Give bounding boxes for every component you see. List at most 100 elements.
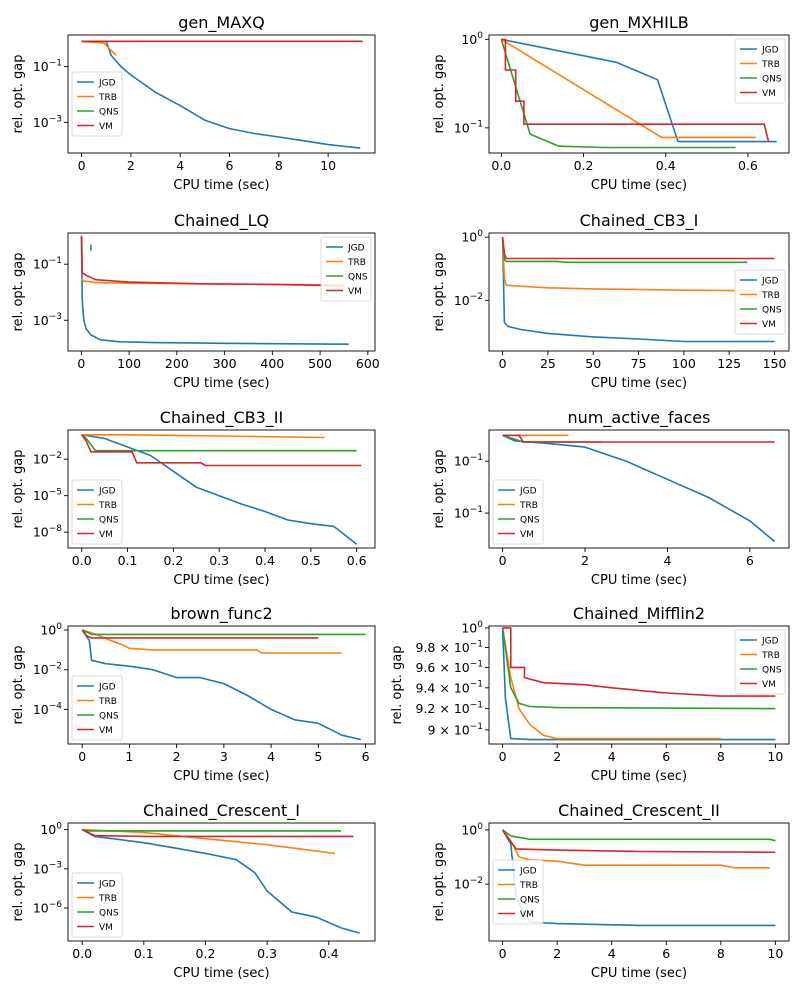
x-tick-label: 8	[717, 749, 725, 764]
x-tick-label: 4	[267, 749, 275, 764]
x-tick-label: 25	[540, 356, 556, 371]
subplot-title: Chained_Crescent_II	[558, 801, 720, 821]
subplot-2: gen_MXHILB 0.0 0.2 0.4 0.6 100 10−1 CPU time (s…	[432, 13, 790, 193]
y-tick-label: 100	[40, 622, 62, 638]
y-tick-label: 10−2	[454, 292, 483, 308]
x-tick-label: 0	[499, 553, 507, 568]
series-group	[501, 627, 776, 741]
series-group	[501, 237, 775, 343]
x-tick-label: 2	[553, 946, 561, 961]
legend-label: QNS	[99, 712, 119, 722]
axes-frame	[488, 232, 790, 352]
x-axis-label: CPU time (sec)	[173, 178, 269, 193]
x-tick-label: 4	[608, 946, 616, 961]
legend-label: TRB	[347, 258, 366, 268]
y-axis-label: rel. opt. gap	[11, 843, 26, 922]
y-axis-label: rel. opt. gap	[432, 843, 447, 922]
series-line-jgd	[501, 627, 776, 741]
legend-label: JGD	[519, 487, 537, 497]
series-group	[501, 829, 776, 927]
x-tick-label: 200	[165, 356, 189, 371]
subplot-10: Chained_Crescent_II 0 2 4 6 8 10 100 10−2 CPU tim…	[432, 801, 790, 981]
legend-label: VM	[99, 726, 113, 736]
series-line-qns	[501, 627, 776, 710]
y-tick-label: 10−2	[33, 662, 62, 678]
legend-label: JGD	[761, 46, 779, 56]
y-axis-label: rel. opt. gap	[390, 646, 405, 725]
y-tick-label: 9.4 × 10−1	[416, 680, 484, 696]
x-tick-label: 3	[220, 749, 228, 764]
legend-frame	[320, 236, 372, 302]
y-tick-label: 10−6	[33, 900, 62, 916]
x-tick-label: 0.2	[196, 946, 216, 961]
series-line-jgd	[81, 828, 360, 934]
x-tick-label: 4	[176, 158, 184, 173]
legend-label: JGD	[98, 683, 116, 693]
legend-label: TRB	[98, 697, 117, 707]
x-tick-label: 1	[125, 749, 133, 764]
x-tick-label: 100	[117, 356, 141, 371]
x-tick-label: 50	[585, 356, 601, 371]
x-tick-label: 100	[672, 356, 696, 371]
series-line-vm	[501, 237, 775, 260]
legend-label: QNS	[99, 108, 119, 118]
series-group	[500, 38, 777, 149]
series-line-jgd	[501, 829, 776, 927]
axes-frame	[67, 822, 376, 942]
legend-label: QNS	[99, 516, 119, 526]
legend-label: QNS	[762, 666, 782, 676]
legend-label: VM	[762, 680, 776, 690]
series-group	[81, 629, 366, 741]
series-line-jgd	[81, 40, 361, 149]
legend: JGD TRB QNS VM	[734, 629, 786, 695]
x-tick-label: 500	[308, 356, 332, 371]
x-tick-label: 0.0	[72, 553, 92, 568]
series-line-vm	[81, 434, 362, 467]
axes-frame	[67, 34, 376, 154]
y-axis-label: rel. opt. gap	[432, 55, 447, 134]
x-axis-label: CPU time (sec)	[173, 966, 269, 981]
x-tick-label: 0.2	[574, 158, 594, 173]
series-line-vm	[502, 434, 775, 443]
subplot-9: Chained_Crescent_I 0.0 0.1 0.2 0.3 0.4 100 10−3…	[11, 801, 376, 981]
series-line-vm	[502, 627, 776, 697]
x-tick-label: 4	[663, 553, 671, 568]
y-tick-label: 10−1	[454, 120, 483, 136]
y-tick-label: 10−1	[33, 256, 62, 272]
y-tick-label: 100	[461, 620, 483, 636]
axes-frame	[67, 429, 376, 549]
legend-label: JGD	[98, 880, 116, 890]
x-axis-label: CPU time (sec)	[591, 376, 687, 391]
axes-frame	[488, 429, 790, 549]
series-line-jgd	[80, 236, 349, 345]
series-line-jgd	[501, 38, 777, 143]
x-tick-label: 2	[581, 553, 589, 568]
series-line-vm	[501, 38, 770, 142]
y-axis-label: rel. opt. gap	[11, 646, 26, 725]
x-tick-label: 0.4	[319, 946, 339, 961]
x-axis-label: CPU time (sec)	[591, 769, 687, 784]
y-tick-label: 10−3	[33, 312, 62, 328]
series-group	[81, 828, 360, 934]
x-axis-label: CPU time (sec)	[173, 376, 269, 391]
subplot-5: Chained_CB3_II 0.0 0.1 0.2 0.3 0.4 0.5 0.6 10−2 1…	[11, 408, 376, 588]
x-tick-label: 10	[767, 946, 783, 961]
x-tick-label: 10	[320, 158, 336, 173]
x-tick-label: 0.5	[301, 553, 321, 568]
x-tick-label: 0.4	[255, 553, 275, 568]
legend-label: QNS	[762, 306, 782, 316]
x-tick-label: 0.6	[347, 553, 367, 568]
series-line-vm	[81, 629, 319, 639]
x-axis-label: CPU time (sec)	[173, 573, 269, 588]
legend: JGD TRB QNS VM	[320, 236, 372, 302]
legend-label: TRB	[761, 60, 780, 70]
y-tick-label: 10−5	[33, 488, 62, 504]
legend: JGD TRB QNS VM	[71, 71, 123, 137]
series-line-vm	[80, 235, 345, 287]
legend-label: TRB	[519, 881, 538, 891]
legend: JGD TRB QNS VM	[734, 269, 786, 335]
axes-frame	[488, 34, 790, 154]
x-tick-label: 300	[213, 356, 237, 371]
series-line-vm	[501, 829, 776, 854]
